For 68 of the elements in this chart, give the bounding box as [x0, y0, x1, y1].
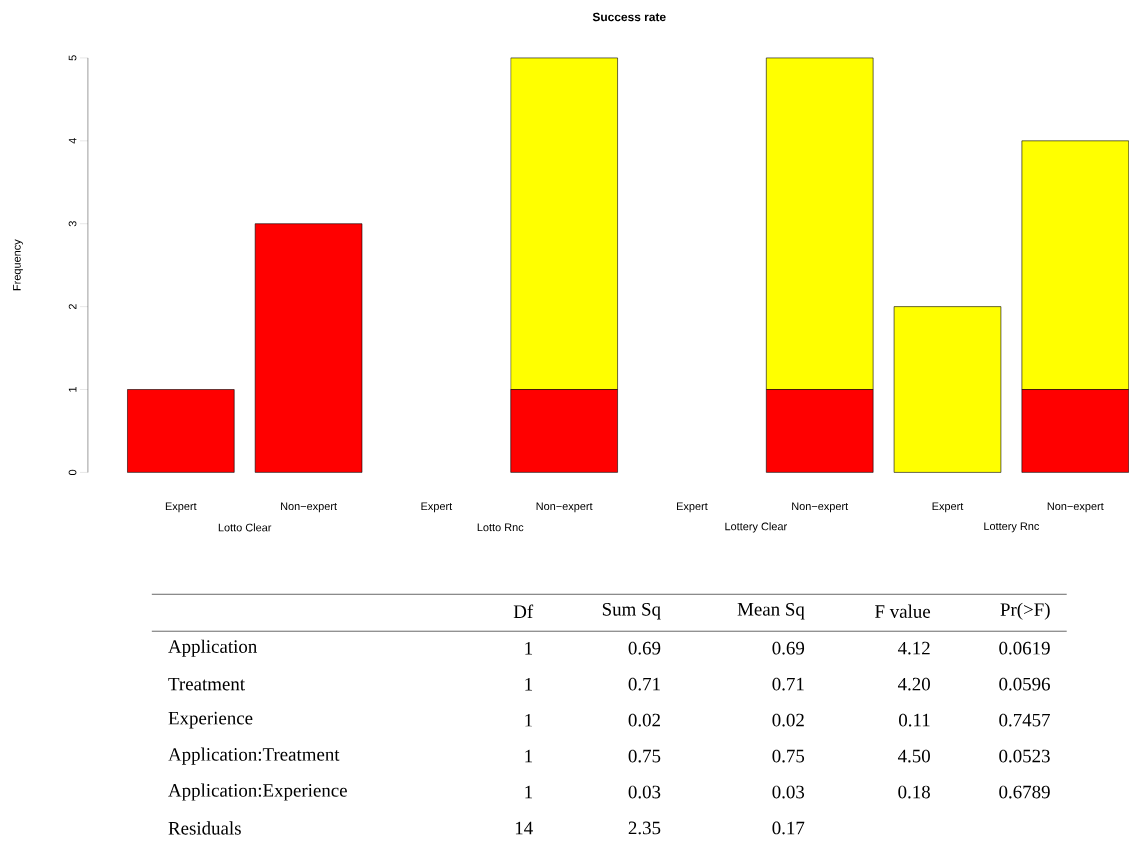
x-tick-label: Non−expert	[281, 502, 337, 513]
bar	[1021, 140, 1129, 390]
text: 0.69	[772, 641, 805, 655]
x-tick-label: Expert	[421, 502, 453, 513]
x-tick-label: Non−expert	[1047, 502, 1104, 513]
text: Lotto Clear	[218, 523, 272, 532]
text: 1	[525, 785, 533, 799]
text: 0.69	[628, 641, 661, 655]
text: 0.03	[628, 785, 661, 799]
y-tick-label: 0	[68, 469, 77, 476]
bar	[1021, 389, 1129, 473]
category-label: Pr(>F)	[1000, 602, 1050, 620]
text: 0.03	[772, 785, 805, 799]
text: 0.0596	[999, 677, 1050, 691]
y-tick-label: 3	[68, 221, 77, 227]
text: 0.0619	[999, 641, 1050, 655]
bar	[893, 306, 1002, 473]
category-label: Sum Sq	[602, 603, 661, 620]
x-tick-label: Non−expert	[536, 502, 593, 513]
text: 0.0523	[999, 749, 1050, 763]
y-axis-title: Frequency	[13, 239, 23, 291]
text: 14	[515, 821, 533, 835]
text: 0.71	[772, 677, 804, 691]
bar	[766, 389, 874, 473]
y-tick-label: 4	[68, 138, 77, 144]
text: 0.02	[772, 713, 804, 727]
text: 0.71	[628, 677, 660, 691]
text: Lotto Rnc	[477, 523, 524, 532]
bar	[510, 57, 618, 390]
category-label: Application	[168, 639, 257, 657]
category-label: Application:Experience	[168, 783, 347, 801]
text: 1	[525, 749, 533, 763]
x-tick-label: Expert	[165, 502, 197, 513]
text: Lottery Clear	[725, 522, 787, 533]
text: 0.75	[628, 749, 661, 763]
category-label: Df	[513, 604, 534, 618]
text: 0.75	[772, 749, 805, 763]
text: 4.50	[897, 749, 930, 763]
text: Lottery Rnc	[984, 522, 1040, 533]
text: 0.7457	[999, 713, 1050, 727]
category-label: Treatment	[168, 677, 245, 691]
text: 1	[525, 677, 533, 691]
bar	[127, 389, 235, 473]
chart-title: Success rate	[592, 12, 666, 22]
x-tick-label: Expert	[677, 502, 708, 513]
bar	[510, 389, 618, 473]
category-label: Mean Sq	[737, 603, 805, 620]
bar	[766, 57, 874, 390]
text: 0.18	[898, 785, 930, 799]
y-tick-label: 2	[68, 304, 77, 310]
category-label: Experience	[168, 711, 253, 729]
x-tick-label: Non−expert	[792, 502, 849, 513]
bar	[254, 223, 363, 473]
text: 0.17	[772, 821, 805, 835]
text: 4.20	[897, 677, 930, 691]
text: 0.11	[899, 713, 930, 727]
y-tick-label: 5	[68, 55, 77, 61]
text: 2.35	[628, 821, 661, 835]
x-tick-label: Expert	[932, 502, 964, 513]
category-label: Residuals	[168, 821, 241, 835]
text: 4.12	[897, 641, 930, 655]
category-label: F value	[875, 604, 931, 618]
y-tick-label: 1	[68, 387, 77, 392]
text: 0.02	[628, 713, 660, 727]
text: 0.6789	[999, 785, 1050, 799]
text: 1	[525, 713, 533, 727]
category-label: Application:Treatment	[168, 747, 340, 765]
text: 1	[525, 642, 533, 655]
